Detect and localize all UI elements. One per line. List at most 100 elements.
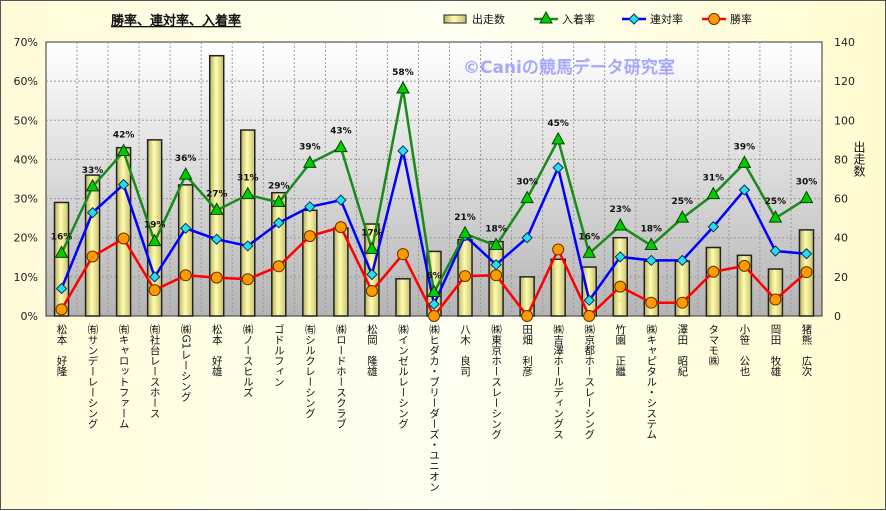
point-入着率	[396, 80, 410, 94]
point-勝率	[676, 296, 689, 309]
x-tick-label: 松岡 隆雄	[366, 323, 378, 377]
data-label: 30%	[796, 178, 818, 188]
x-tick-label: ㈱京都ホースレーシング	[583, 324, 595, 440]
point-連対率	[179, 222, 192, 235]
point-入着率	[613, 217, 628, 231]
point-連対率	[707, 221, 720, 233]
chart-title: 勝率、連対率、入着率	[111, 13, 241, 29]
point-勝率	[365, 284, 378, 297]
point-連対率	[211, 233, 223, 245]
point-入着率	[427, 284, 441, 298]
data-label: 33%	[82, 166, 104, 176]
x-tick-label: ㈱ヒダカ・ブリーダーズ・ユニオン	[428, 324, 440, 492]
data-label: 45%	[547, 119, 569, 129]
point-入着率	[209, 202, 224, 215]
data-label: 29%	[268, 181, 290, 191]
legend-swatch-bar	[443, 14, 467, 24]
data-label: 25%	[672, 197, 694, 207]
point-入着率	[240, 186, 255, 200]
point-勝率	[303, 230, 316, 243]
point-勝率	[614, 280, 627, 293]
point-連対率	[148, 271, 161, 283]
point-連対率	[521, 232, 533, 244]
point-連対率	[117, 178, 130, 191]
x-tick-label: ㈲シルクレーシング	[304, 324, 316, 419]
data-label: 30%	[516, 178, 538, 188]
point-入着率	[489, 237, 503, 251]
point-勝率	[769, 293, 782, 306]
point-連対率	[335, 194, 347, 206]
point-入着率	[582, 245, 597, 258]
legend-label: 出走数	[472, 12, 505, 26]
bar-starts	[395, 278, 411, 317]
y-right-tick-label: 60	[834, 193, 848, 206]
point-入着率	[737, 155, 752, 168]
point-連対率	[55, 282, 68, 295]
x-tick-label: 松本 好隆	[56, 323, 68, 376]
point-入着率	[520, 190, 534, 204]
point-入着率	[675, 210, 690, 223]
x-tick-label: 澤田 昭紀	[676, 324, 688, 377]
point-勝率	[583, 310, 596, 322]
point-入着率	[799, 190, 814, 204]
data-label: 19%	[144, 221, 166, 231]
x-tick-label: ㈲社台レースホース	[149, 324, 161, 419]
bar-starts	[115, 146, 132, 317]
bar-starts	[705, 246, 722, 317]
y-left-tick-label: 30%	[14, 193, 38, 206]
bar-starts	[271, 191, 287, 317]
point-連対率	[366, 268, 378, 281]
y-left-tick-label: 70%	[14, 36, 38, 49]
x-tick-label: ㈱東京ホースレーシング	[490, 324, 502, 440]
point-入着率	[302, 155, 317, 168]
point-連対率	[769, 245, 782, 257]
point-連対率	[676, 254, 689, 267]
y-right-tick-label: 0	[834, 310, 841, 323]
y-left-tick-label: 20%	[14, 232, 38, 245]
point-入着率	[365, 241, 379, 254]
data-label: 16%	[578, 232, 600, 242]
bar-starts	[240, 129, 256, 317]
data-label: 42%	[113, 131, 135, 141]
x-tick-label: タマモ㈱	[707, 324, 719, 366]
data-label: 6%	[426, 272, 441, 282]
x-tick-label: ㈲キャロットファーム	[118, 324, 130, 429]
point-連対率	[628, 13, 640, 25]
point-連対率	[273, 217, 285, 229]
point-入着率	[334, 139, 348, 153]
data-label: 21%	[454, 213, 476, 223]
point-勝率	[490, 269, 503, 282]
x-tick-label: 岡田 牧雄	[769, 324, 781, 377]
x-tick-label: ㈱キャピタル・システム	[645, 324, 657, 440]
x-tick-label: 田畑 利彦	[521, 324, 533, 377]
point-入着率	[458, 225, 472, 239]
point-連対率	[428, 298, 440, 310]
x-tick-label: ゴドルフィン	[273, 323, 285, 387]
x-tick-label: ㈲サンデーレーシング	[87, 324, 99, 429]
point-入着率	[178, 167, 193, 180]
point-入着率	[116, 143, 131, 157]
x-tick-label: ㈱インゼルレーシング	[397, 324, 409, 429]
legend-label: 勝率	[730, 12, 752, 26]
point-勝率	[148, 284, 161, 297]
right-axis-label: 出走数	[852, 141, 866, 178]
x-tick-label: 小笹 公也	[738, 324, 750, 377]
point-連対率	[304, 201, 316, 213]
x-tick-label: 竹園 正繼	[614, 323, 626, 376]
point-勝率	[241, 273, 254, 286]
point-勝率	[428, 310, 440, 322]
y-left-tick-label: 10%	[14, 271, 38, 284]
point-勝率	[334, 221, 347, 234]
x-tick-label: ㈱ノースヒルズ	[242, 324, 254, 398]
point-入着率	[768, 210, 783, 223]
data-label: 31%	[237, 174, 259, 184]
point-勝率	[738, 259, 751, 272]
point-勝率	[459, 270, 472, 283]
data-label: 36%	[175, 154, 197, 164]
data-label: 16%	[51, 232, 73, 242]
y-right-tick-label: 40	[834, 232, 848, 245]
watermark: ©Caniの競馬データ研究室	[463, 57, 675, 78]
x-tick-label: ㈱吉澤ホールディングス	[552, 324, 564, 440]
